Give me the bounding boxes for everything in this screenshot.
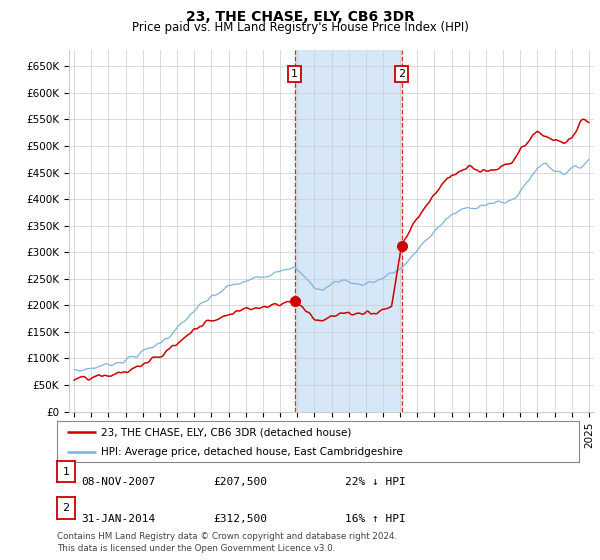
Text: 23, THE CHASE, ELY, CB6 3DR: 23, THE CHASE, ELY, CB6 3DR	[185, 10, 415, 24]
Text: 31-JAN-2014: 31-JAN-2014	[81, 514, 155, 524]
Text: 1: 1	[291, 69, 298, 79]
Text: 23, THE CHASE, ELY, CB6 3DR (detached house): 23, THE CHASE, ELY, CB6 3DR (detached ho…	[101, 427, 352, 437]
Text: £312,500: £312,500	[213, 514, 267, 524]
Text: £207,500: £207,500	[213, 477, 267, 487]
Text: 2: 2	[398, 69, 405, 79]
Text: Contains HM Land Registry data © Crown copyright and database right 2024.
This d: Contains HM Land Registry data © Crown c…	[57, 532, 397, 553]
Bar	[295, 50, 401, 412]
Text: 2: 2	[62, 503, 70, 513]
Text: 16% ↑ HPI: 16% ↑ HPI	[345, 514, 406, 524]
Text: 22% ↓ HPI: 22% ↓ HPI	[345, 477, 406, 487]
Text: HPI: Average price, detached house, East Cambridgeshire: HPI: Average price, detached house, East…	[101, 447, 403, 457]
Text: 08-NOV-2007: 08-NOV-2007	[81, 477, 155, 487]
Text: 1: 1	[62, 466, 70, 477]
Text: Price paid vs. HM Land Registry's House Price Index (HPI): Price paid vs. HM Land Registry's House …	[131, 21, 469, 34]
